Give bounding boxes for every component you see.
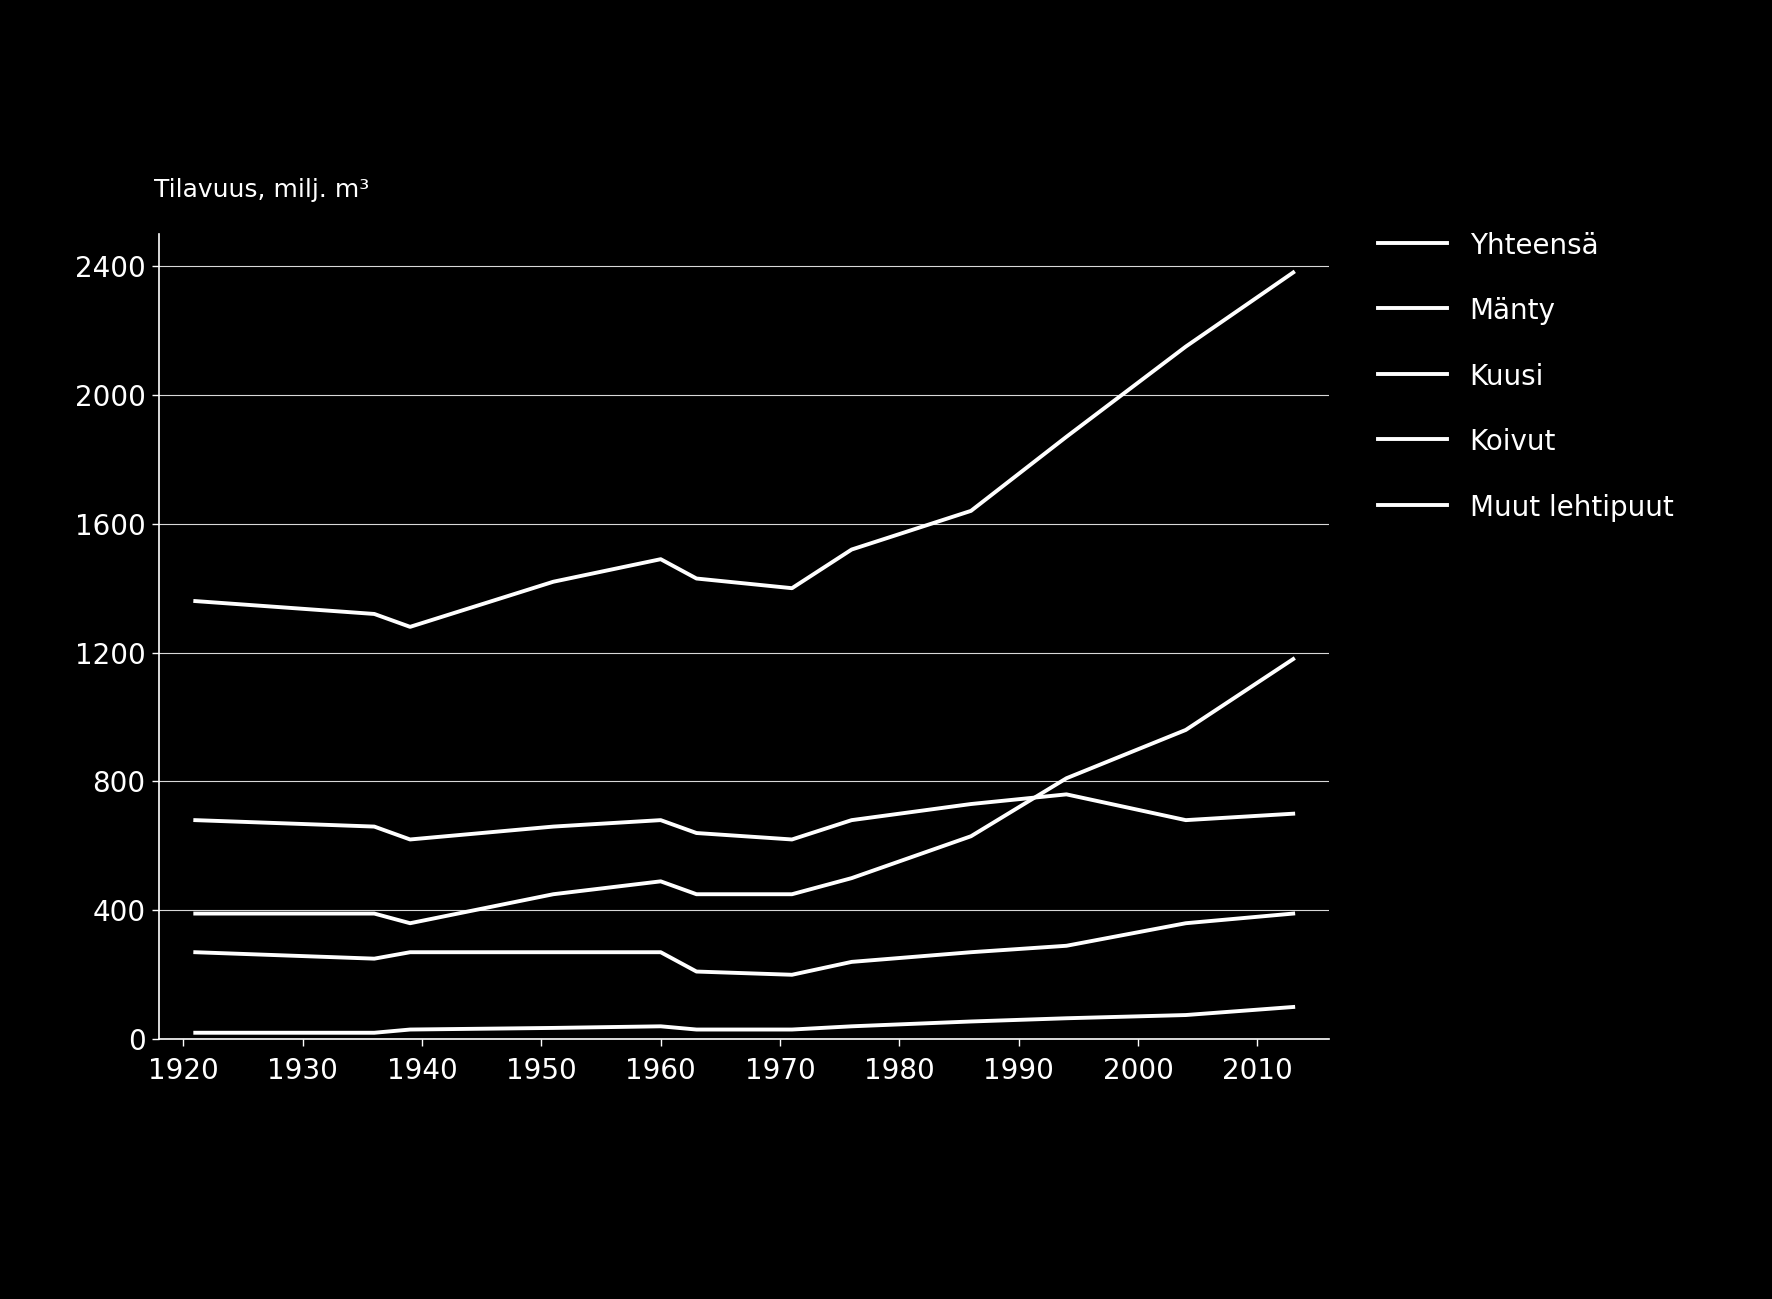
Text: Tilavuus, milj. m³: Tilavuus, milj. m³ — [154, 178, 369, 201]
Legend: Yhteensä, Mänty, Kuusi, Koivut, Muut lehtipuut: Yhteensä, Mänty, Kuusi, Koivut, Muut leh… — [1379, 231, 1673, 522]
